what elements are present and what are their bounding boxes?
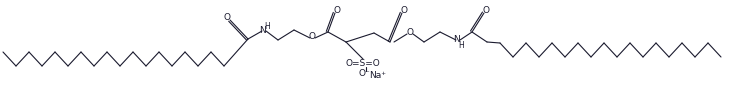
Text: O: O <box>333 5 341 15</box>
Text: O: O <box>406 28 413 36</box>
Text: O⁻: O⁻ <box>358 69 370 78</box>
Text: H: H <box>458 40 464 49</box>
Text: N: N <box>454 34 461 44</box>
Text: O: O <box>483 5 489 15</box>
Text: H: H <box>264 21 270 30</box>
Text: Na⁺: Na⁺ <box>369 72 387 80</box>
Text: O=S=O: O=S=O <box>345 59 380 68</box>
Text: O: O <box>223 13 231 21</box>
Text: O: O <box>400 5 407 15</box>
Text: N: N <box>259 25 266 34</box>
Text: O: O <box>308 31 315 40</box>
